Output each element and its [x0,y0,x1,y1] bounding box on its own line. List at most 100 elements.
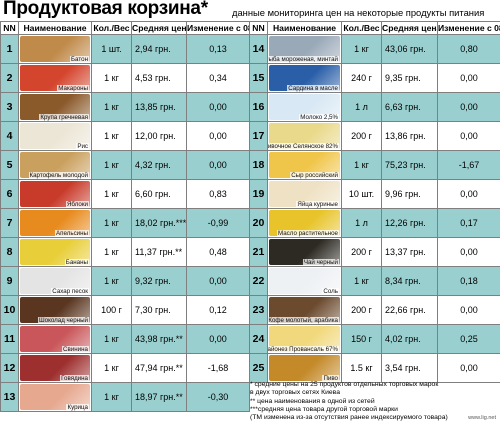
product-cell: Шоколад черный [18,295,92,325]
price-table-right: NN Наименование Кол./Вес Средняя цена на… [249,21,500,383]
table-row: 15 Сардина в масле 240 г 9,35 грн. 0,00 [249,63,500,93]
avg-price-cell: 4,53 грн. [131,63,187,93]
quantity-cell: 240 г [341,63,382,93]
product-name: Рис [76,143,89,150]
quantity-cell: 1 кг [91,237,132,267]
product-cell: Рыба мороженая, минтай [267,34,342,64]
price-change-cell: 0,13 [186,34,250,64]
product-cell: Крупа гречневая [18,92,92,122]
table-row: 24 Майонез Провансаль 67% 150 г 4,02 грн. 0,… [249,324,500,354]
table-row: 23 Кофе молотый, арабика 200 г 22,66 грн. 0,… [249,295,500,325]
avg-price-cell: 7,30 грн. [131,295,187,325]
product-cell: Свинина [18,324,92,354]
row-number: 6 [0,179,19,209]
price-change-cell: 0,17 [437,208,500,238]
price-change-cell: 0,00 [437,121,500,151]
quantity-cell: 1 кг [341,34,382,64]
table-row: 16 Молоко 2,5% 1 л 6,63 грн. 0,00 [249,92,500,122]
row-number: 17 [249,121,268,151]
price-change-cell: -1,68 [186,353,250,383]
row-number: 24 [249,324,268,354]
table-row: 12 Говядина 1 кг 47,94 грн.** -1,68 [0,353,250,383]
table-header-row: NN Наименование Кол./Вес Средняя цена на… [249,21,500,35]
table-row: 17Масло сливочное Селянское 82%200 г13,8… [249,121,500,151]
row-number: 9 [0,266,19,296]
product-name: Масло сливочное Селянское 82% [268,143,339,150]
avg-price-cell: 22,66 грн. [381,295,438,325]
row-number: 8 [0,237,19,267]
product-cell: Сардина в масле [267,63,342,93]
row-number: 23 [249,295,268,325]
product-name: Рыба мороженая, минтай [268,56,339,63]
row-number: 10 [0,295,19,325]
avg-price-cell: 43,06 грн. [381,34,438,64]
table-header-row: NN Наименование Кол./Вес Средняя цена на… [0,21,250,35]
avg-price-cell: 3,54 грн. [381,353,438,383]
table-row: 9 Сахар песок 1 кг 9,32 грн. 0,00 [0,266,250,296]
product-cell: Соль [267,266,342,296]
quantity-cell: 1 кг [91,324,132,354]
page-title: Продуктовая корзина* [3,0,208,19]
quantity-cell: 1 л [341,208,382,238]
product-name: Апельсины [55,230,89,237]
avg-price-cell: 11,37 грн.** [131,237,187,267]
product-cell: Говядина [18,353,92,383]
avg-price-cell: 12,26 грн. [381,208,438,238]
avg-price-cell: 6,63 грн. [381,92,438,122]
price-change-cell: 0,00 [437,179,500,209]
avg-price-cell: 47,94 грн.** [131,353,187,383]
price-change-cell: 0,00 [437,92,500,122]
product-name: Майонез Провансаль 67% [268,346,339,353]
table-row: 21 Чай черный 200 г 13,37 грн. 0,00 [249,237,500,267]
product-cell: Яйца куриные [267,179,342,209]
product-cell: Кофе молотый, арабика [267,295,342,325]
table-row: 13 Курица 1 кг 18,97 грн.** -0,30 [0,382,250,412]
product-cell: Макароны [18,63,92,93]
product-cell: Молоко 2,5% [267,92,342,122]
column-header-qty: Кол./Вес [341,21,382,35]
product-name: Батон [70,56,89,63]
avg-price-cell: 13,37 грн. [381,237,438,267]
watermark: www.lig.net [468,415,496,421]
column-header-avg-price: Средняя цена на 22.11.10 [381,21,438,35]
avg-price-cell: 4,02 грн. [381,324,438,354]
price-change-cell: 0,00 [437,353,500,383]
table-row: 19 Яйца куриные 10 шт. 9,96 грн. 0,00 [249,179,500,209]
product-cell: Бананы [18,237,92,267]
avg-price-cell: 4,32 грн. [131,150,187,180]
product-name: Молоко 2,5% [299,114,339,121]
column-header-change: Изменение с 08.11 по 22.11. , грн. [437,21,500,35]
product-cell: Майонез Провансаль 67% [267,324,342,354]
product-name: Говядина [60,375,89,382]
avg-price-cell: 43,98 грн.** [131,324,187,354]
quantity-cell: 1 кг [91,179,132,209]
product-name: Шоколад черный [37,317,89,324]
header: Продуктовая корзина* данные мониторинга … [0,0,500,20]
quantity-cell: 10 шт. [341,179,382,209]
product-name: Яблоки [65,201,89,208]
quantity-cell: 1 кг [91,353,132,383]
price-change-cell: 0,00 [186,92,250,122]
product-name: Сардина в масле [287,85,339,92]
product-name: Картофель молодой [28,172,89,179]
row-number: 3 [0,92,19,122]
product-name: Бананы [64,259,89,266]
product-cell: Чай черный [267,237,342,267]
price-change-cell: 0,00 [186,121,250,151]
row-number: 5 [0,150,19,180]
avg-price-cell: 13,85 грн. [131,92,187,122]
quantity-cell: 1 кг [91,121,132,151]
quantity-cell: 1 л [341,92,382,122]
product-name: Кофе молотый, арабика [268,317,339,324]
avg-price-cell: 13,86 грн. [381,121,438,151]
price-change-cell: -0,30 [186,382,250,412]
product-name: Чай черный [302,259,339,266]
column-header-name: Наименование [18,21,92,35]
avg-price-cell: 18,02 грн.*** [131,208,187,238]
quantity-cell: 1 кг [91,63,132,93]
product-cell: Картофель молодой [18,150,92,180]
quantity-cell: 1 кг [91,382,132,412]
row-number: 2 [0,63,19,93]
footnote-line: ** цена наименования в одной из сетей [250,397,375,405]
avg-price-cell: 2,94 грн. [131,34,187,64]
